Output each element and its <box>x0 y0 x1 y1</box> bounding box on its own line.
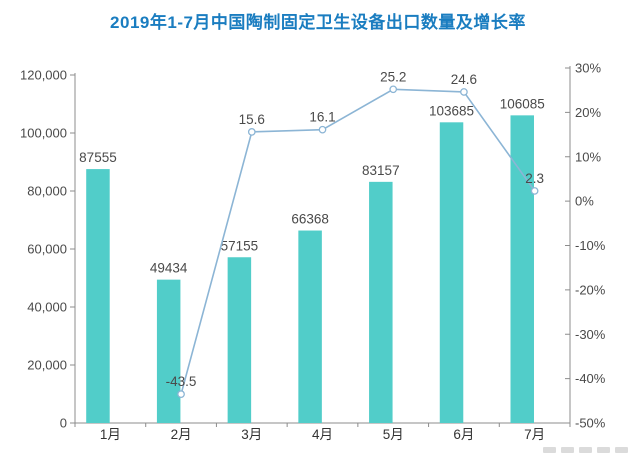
bar-value-label: 83157 <box>362 163 400 178</box>
bar-value-label: 87555 <box>79 150 117 165</box>
left-axis-tick-label: 100,000 <box>20 126 67 141</box>
bar <box>156 279 181 423</box>
line-value-label: 24.6 <box>451 72 477 87</box>
right-axis-tick-label: 30% <box>575 61 601 76</box>
bar <box>439 122 464 423</box>
line-value-label: 25.2 <box>380 69 406 84</box>
line-value-label: 15.6 <box>239 112 265 127</box>
bar-value-label: 103685 <box>429 103 474 118</box>
x-axis-label: 1月 <box>100 427 121 442</box>
left-axis-tick-label: 80,000 <box>27 184 67 199</box>
left-axis-tick-label: 40,000 <box>27 300 67 315</box>
right-axis-tick-label: -50% <box>575 416 606 431</box>
line-value-label: 16.1 <box>309 110 335 125</box>
x-axis-label: 2月 <box>171 427 192 442</box>
right-axis-tick-label: 0% <box>575 194 594 209</box>
bar-value-label: 57155 <box>221 238 259 253</box>
right-axis-tick-label: -10% <box>575 238 606 253</box>
bar-value-label: 106085 <box>500 96 545 111</box>
left-axis-tick-label: 60,000 <box>27 242 67 257</box>
x-axis-label: 5月 <box>383 427 404 442</box>
x-axis-label: 7月 <box>524 427 545 442</box>
bar <box>510 115 534 423</box>
x-axis-label: 6月 <box>453 427 474 442</box>
line-point <box>530 187 539 195</box>
bar-value-label: 49434 <box>150 261 188 276</box>
right-axis-tick-label: 10% <box>575 149 601 164</box>
watermark-remnant <box>543 447 636 455</box>
line-point <box>247 128 256 136</box>
bar <box>298 230 322 423</box>
chart-title: 2019年1-7月中国陶制固定卫生设备出口数量及增长率 <box>110 13 526 32</box>
line-point <box>389 85 398 94</box>
right-axis-tick-label: -20% <box>575 282 606 297</box>
right-axis-tick-label: -40% <box>575 371 606 386</box>
line-point <box>318 125 327 134</box>
x-axis-label: 4月 <box>312 427 333 442</box>
right-axis-tick-label: -30% <box>575 327 606 342</box>
line-point <box>177 390 185 399</box>
left-axis-tick-label: 20,000 <box>27 358 67 373</box>
bar <box>86 169 110 423</box>
bar <box>369 181 393 423</box>
x-axis-label: 3月 <box>241 427 262 442</box>
line-series <box>180 88 536 395</box>
line-point <box>460 88 468 96</box>
right-axis-tick-label: 20% <box>575 105 601 120</box>
bar <box>227 257 252 423</box>
line-value-label: 2.3 <box>525 171 544 186</box>
line-value-label: -43.5 <box>166 374 197 389</box>
left-axis-tick-label: 0 <box>60 416 67 431</box>
left-axis-tick-label: 120,000 <box>20 68 67 83</box>
bar-value-label: 66368 <box>291 212 329 227</box>
